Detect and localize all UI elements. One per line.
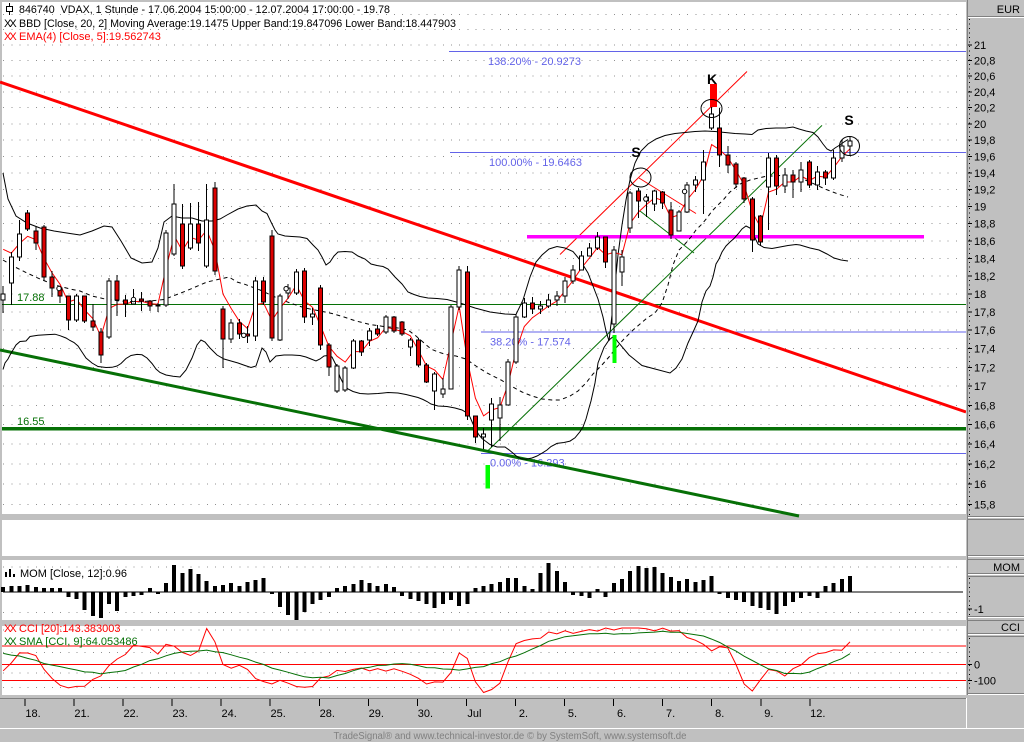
svg-text:19: 19 bbox=[974, 202, 986, 214]
svg-text:29.: 29. bbox=[369, 708, 384, 720]
svg-text:18,6: 18,6 bbox=[974, 236, 995, 248]
svg-text:19,8: 19,8 bbox=[974, 135, 995, 147]
svg-text:16,6: 16,6 bbox=[974, 420, 995, 432]
svg-text:28.: 28. bbox=[320, 708, 335, 720]
svg-text:20,2: 20,2 bbox=[974, 103, 995, 115]
svg-text:846740 VDAX, 1 Stunde - 17.06: 846740 VDAX, 1 Stunde - 17.06.2004 15:00… bbox=[19, 4, 390, 16]
svg-text:EUR: EUR bbox=[997, 4, 1020, 16]
svg-text:CCI: CCI bbox=[1001, 622, 1020, 634]
svg-text:17,4: 17,4 bbox=[974, 344, 995, 356]
svg-text:100.00% - 19.6463: 100.00% - 19.6463 bbox=[489, 157, 582, 169]
svg-text:20,4: 20,4 bbox=[974, 87, 995, 99]
svg-text:MOM [Close, 12]:0.96: MOM [Close, 12]:0.96 bbox=[20, 568, 127, 580]
svg-text:15,8: 15,8 bbox=[974, 499, 995, 511]
svg-text:16,2: 16,2 bbox=[974, 459, 995, 471]
svg-text:16,8: 16,8 bbox=[974, 400, 995, 412]
svg-text:16.55: 16.55 bbox=[17, 416, 45, 428]
svg-text:21: 21 bbox=[974, 40, 986, 52]
svg-text:25.: 25. bbox=[271, 708, 286, 720]
svg-text:18,8: 18,8 bbox=[974, 219, 995, 231]
svg-text:K: K bbox=[707, 71, 717, 87]
svg-text:16,4: 16,4 bbox=[974, 439, 995, 451]
svg-text:138.20% - 20.9273: 138.20% - 20.9273 bbox=[488, 56, 581, 68]
svg-text:12.: 12. bbox=[810, 708, 825, 720]
svg-text:S: S bbox=[844, 112, 853, 128]
svg-text:22.: 22. bbox=[123, 708, 138, 720]
svg-text:7.: 7. bbox=[666, 708, 675, 720]
svg-text:17.88: 17.88 bbox=[17, 292, 45, 304]
svg-text:18,4: 18,4 bbox=[974, 253, 995, 265]
svg-text:30.: 30. bbox=[418, 708, 433, 720]
svg-text:5.: 5. bbox=[568, 708, 577, 720]
svg-text:38.20% - 17.574: 38.20% - 17.574 bbox=[490, 337, 571, 349]
svg-text:19,2: 19,2 bbox=[974, 185, 995, 197]
svg-text:0: 0 bbox=[974, 659, 980, 671]
svg-text:0.00% - 16.293: 0.00% - 16.293 bbox=[490, 458, 565, 470]
svg-text:23.: 23. bbox=[172, 708, 187, 720]
svg-text:18: 18 bbox=[974, 289, 986, 301]
svg-text:-100: -100 bbox=[974, 676, 996, 688]
svg-text:17: 17 bbox=[974, 381, 986, 393]
svg-text:8.: 8. bbox=[715, 708, 724, 720]
svg-text:17,6: 17,6 bbox=[974, 325, 995, 337]
svg-text:21.: 21. bbox=[74, 708, 89, 720]
svg-text:S: S bbox=[631, 144, 640, 160]
svg-text:17,8: 17,8 bbox=[974, 307, 995, 319]
svg-text:TradeSignal® and www.technical: TradeSignal® and www.technical-investor.… bbox=[334, 731, 687, 742]
svg-text:20: 20 bbox=[974, 119, 986, 131]
svg-text:20,8: 20,8 bbox=[974, 56, 995, 68]
svg-text:2.: 2. bbox=[519, 708, 528, 720]
svg-text:-1: -1 bbox=[974, 604, 984, 616]
svg-text:24.: 24. bbox=[222, 708, 237, 720]
svg-text:9.: 9. bbox=[764, 708, 773, 720]
svg-text:19,6: 19,6 bbox=[974, 151, 995, 163]
svg-text:19,4: 19,4 bbox=[974, 168, 995, 180]
svg-text:16: 16 bbox=[974, 479, 986, 491]
svg-text:6.: 6. bbox=[617, 708, 626, 720]
svg-text:20,6: 20,6 bbox=[974, 71, 995, 83]
svg-text:18,2: 18,2 bbox=[974, 271, 995, 283]
svg-text:17,2: 17,2 bbox=[974, 362, 995, 374]
svg-text:MOM: MOM bbox=[993, 562, 1020, 574]
svg-text:18.: 18. bbox=[25, 708, 40, 720]
svg-text:Jul: Jul bbox=[467, 708, 481, 720]
